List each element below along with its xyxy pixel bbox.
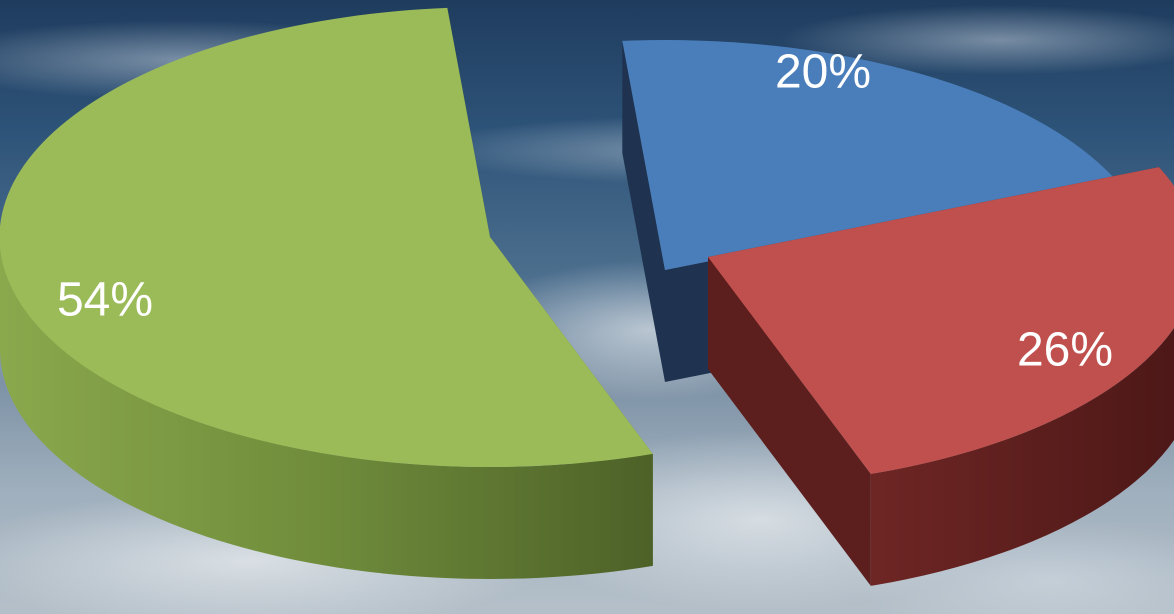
slice-top-face — [0, 7, 653, 468]
pie-slice — [0, 7, 653, 579]
slice-side-face — [622, 40, 665, 383]
slice-top-face — [622, 40, 1116, 271]
slice-value-label: 26% — [1017, 324, 1113, 377]
pie-slice — [708, 167, 1174, 586]
slice-side-face — [708, 257, 871, 586]
slice-value-label: 20% — [775, 46, 871, 99]
pie-labels: 20% 26% 54% — [57, 46, 1113, 377]
slice-outer-wall — [870, 327, 1174, 586]
slice-top-face — [708, 167, 1174, 474]
pie-slices — [0, 7, 1174, 586]
slice-value-label: 54% — [57, 274, 153, 327]
slice-outer-wall — [0, 237, 653, 579]
